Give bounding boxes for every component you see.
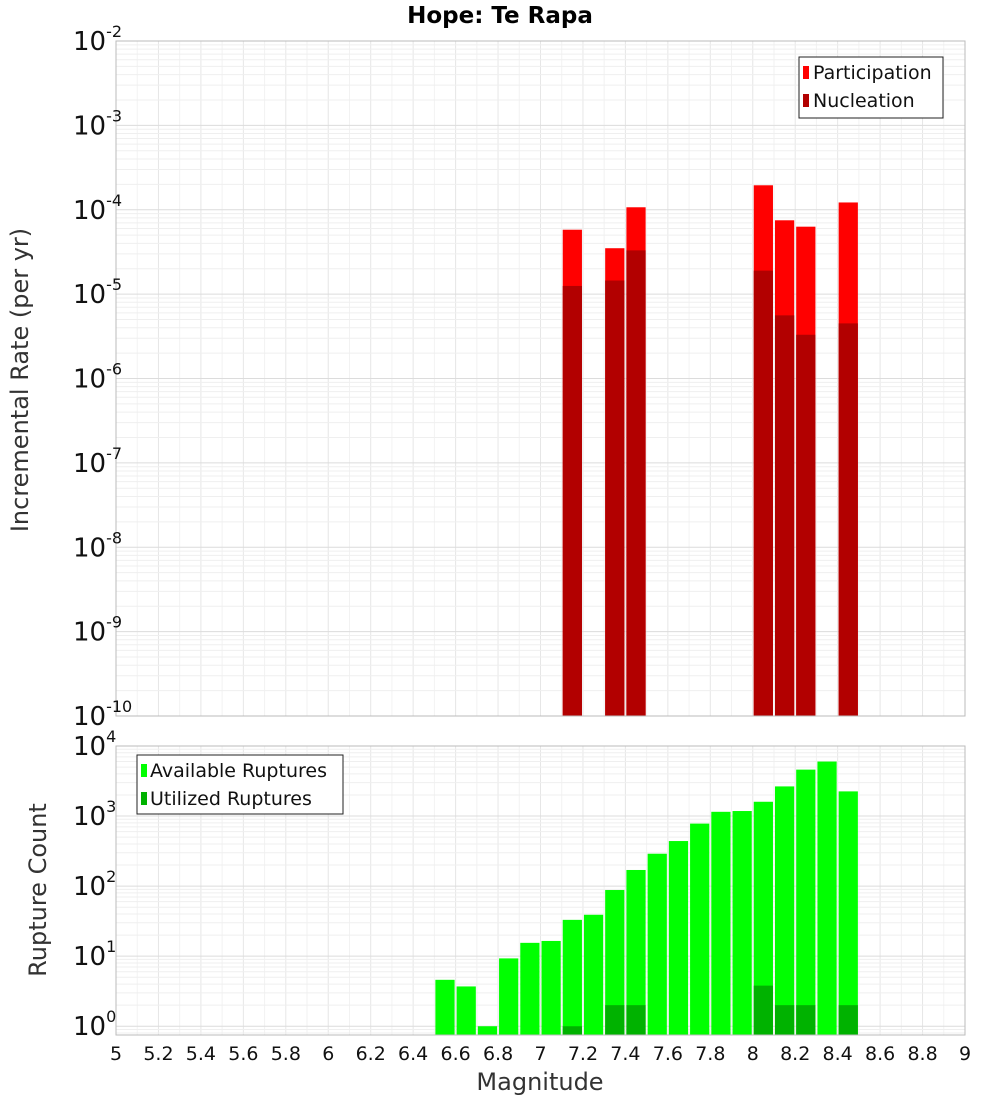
x-tick-label: 7.4 [610, 1043, 640, 1065]
top-legend-box [798, 56, 944, 119]
top-y-tick-label: 10-10 [73, 697, 132, 732]
bottom-bar-available-ruptures [774, 786, 795, 1035]
bottom-bar-available-ruptures [732, 811, 752, 1035]
x-tick-label: 8.8 [907, 1043, 937, 1065]
legend-label-utilized: Utilized Ruptures [150, 788, 312, 810]
chart-title: Hope: Te Rapa [407, 3, 593, 29]
bottom-bar-utilized-ruptures [753, 985, 773, 1035]
top-bar-nucleation [626, 250, 646, 717]
bottom-bar-utilized-ruptures [605, 1005, 625, 1035]
x-tick-label: 7.6 [653, 1043, 683, 1065]
x-tick-label: 5.4 [186, 1043, 216, 1065]
legend-label-nucleation: Nucleation [813, 90, 915, 112]
bottom-bar-available-ruptures [838, 791, 858, 1035]
x-tick-label: 8.4 [823, 1043, 853, 1065]
x-tick-label: 7.2 [568, 1043, 598, 1065]
x-ticks: 5 5.2 5.4 5.6 5.8 6 6.2 6.4 6.6 6.8 7 7.2 7.4 7.6 7.8 8… [110, 1043, 971, 1065]
x-tick-label: 6.6 [440, 1043, 470, 1065]
top-y-tick-label: 10-8 [73, 528, 122, 563]
top-bars [562, 185, 858, 717]
x-tick-label: 6.8 [483, 1043, 513, 1065]
x-tick-label: 5.2 [143, 1043, 173, 1065]
bottom-bar-available-ruptures [711, 811, 731, 1035]
legend-swatch-nucleation [803, 94, 809, 107]
bottom-bar-available-ruptures [583, 914, 604, 1035]
top-y-ticks: 10-10 10-9 10-8 10-7 10-6 10-5 10-4 10-3 10-2 [73, 22, 132, 732]
bottom-bar-available-ruptures [796, 769, 816, 1035]
bottom-bar-utilized-ruptures [626, 1005, 646, 1035]
bottom-bar-available-ruptures [499, 958, 519, 1035]
x-tick-label: 6.4 [398, 1043, 428, 1065]
x-tick-label: 6 [322, 1043, 334, 1065]
top-bar-nucleation [605, 280, 625, 716]
bottom-bars [435, 761, 858, 1035]
top-bar-nucleation [753, 270, 773, 716]
bottom-y-tick-label: 102 [73, 867, 116, 902]
top-y-tick-label: 10-4 [73, 191, 122, 226]
bottom-bar-utilized-ruptures [774, 1005, 795, 1035]
bottom-y-tick-label: 104 [73, 727, 116, 762]
top-y-tick-label: 10-2 [73, 22, 122, 57]
x-axis-label: Magnitude [476, 1068, 603, 1096]
bottom-panel: 100 101 102 103 104 5 5.2 5.4 5.6 5.8 6 6.2 6.4 6.6 6… [24, 727, 971, 1096]
top-y-tick-label: 10-5 [73, 275, 122, 310]
bottom-y-axis-label: Rupture Count [24, 803, 52, 977]
bottom-bar-available-ruptures [753, 801, 773, 1035]
x-tick-label: 5 [110, 1043, 122, 1065]
bottom-y-ticks: 100 101 102 103 104 [73, 727, 116, 1042]
bottom-y-tick-label: 101 [73, 937, 116, 972]
bottom-bar-available-ruptures [520, 942, 540, 1035]
top-panel: 10-10 10-9 10-8 10-7 10-6 10-5 10-4 10-3 10-2 In… [6, 22, 966, 732]
x-tick-label: 7 [534, 1043, 546, 1065]
legend-label-available: Available Ruptures [150, 760, 327, 782]
top-plot-border [115, 40, 966, 717]
bottom-plot-border [115, 745, 966, 1036]
bottom-bar-utilized-ruptures [796, 1005, 816, 1035]
bottom-bar-utilized-ruptures [838, 1005, 858, 1035]
bottom-bar-available-ruptures [435, 979, 455, 1035]
bottom-bar-available-ruptures [562, 919, 582, 1035]
legend-swatch-participation [803, 66, 809, 79]
top-bar-nucleation [774, 315, 795, 716]
bottom-legend: Available Ruptures Utilized Ruptures [136, 754, 344, 815]
top-y-axis-label: Incremental Rate (per yr) [6, 228, 34, 532]
x-tick-label: 9 [959, 1043, 971, 1065]
top-y-tick-label: 10-7 [73, 444, 122, 479]
bottom-bar-available-ruptures [456, 986, 476, 1035]
bottom-bar-available-ruptures [647, 853, 667, 1035]
top-y-tick-label: 10-6 [73, 360, 122, 395]
top-grid [115, 41, 966, 717]
legend-swatch-utilized [141, 792, 147, 805]
bottom-bar-available-ruptures [541, 940, 561, 1035]
x-tick-label: 6.2 [356, 1043, 386, 1065]
legend-swatch-available [141, 764, 147, 777]
top-bar-nucleation [796, 334, 816, 716]
top-bar-nucleation [562, 285, 582, 716]
top-y-tick-label: 10-3 [73, 106, 122, 141]
top-y-tick-label: 10-9 [73, 613, 122, 648]
legend-label-participation: Participation [813, 62, 932, 84]
bottom-y-tick-label: 100 [73, 1007, 116, 1042]
bottom-y-tick-label: 103 [73, 797, 116, 832]
bottom-bar-utilized-ruptures [562, 1026, 582, 1035]
x-tick-label: 8 [747, 1043, 759, 1065]
bottom-bar-available-ruptures [817, 761, 837, 1035]
bottom-bar-available-ruptures [626, 869, 646, 1035]
bottom-bar-available-ruptures [668, 841, 689, 1035]
x-tick-label: 8.6 [865, 1043, 895, 1065]
top-legend: Participation Nucleation [798, 56, 944, 119]
bottom-bar-available-ruptures [477, 1026, 498, 1035]
top-bar-nucleation [838, 323, 858, 716]
bottom-bar-available-ruptures [605, 890, 625, 1035]
x-tick-label: 7.8 [695, 1043, 725, 1065]
x-tick-label: 5.8 [271, 1043, 301, 1065]
bottom-legend-box [136, 754, 344, 815]
bottom-bar-available-ruptures [690, 823, 710, 1035]
x-tick-label: 5.6 [228, 1043, 258, 1065]
x-tick-label: 8.2 [780, 1043, 810, 1065]
